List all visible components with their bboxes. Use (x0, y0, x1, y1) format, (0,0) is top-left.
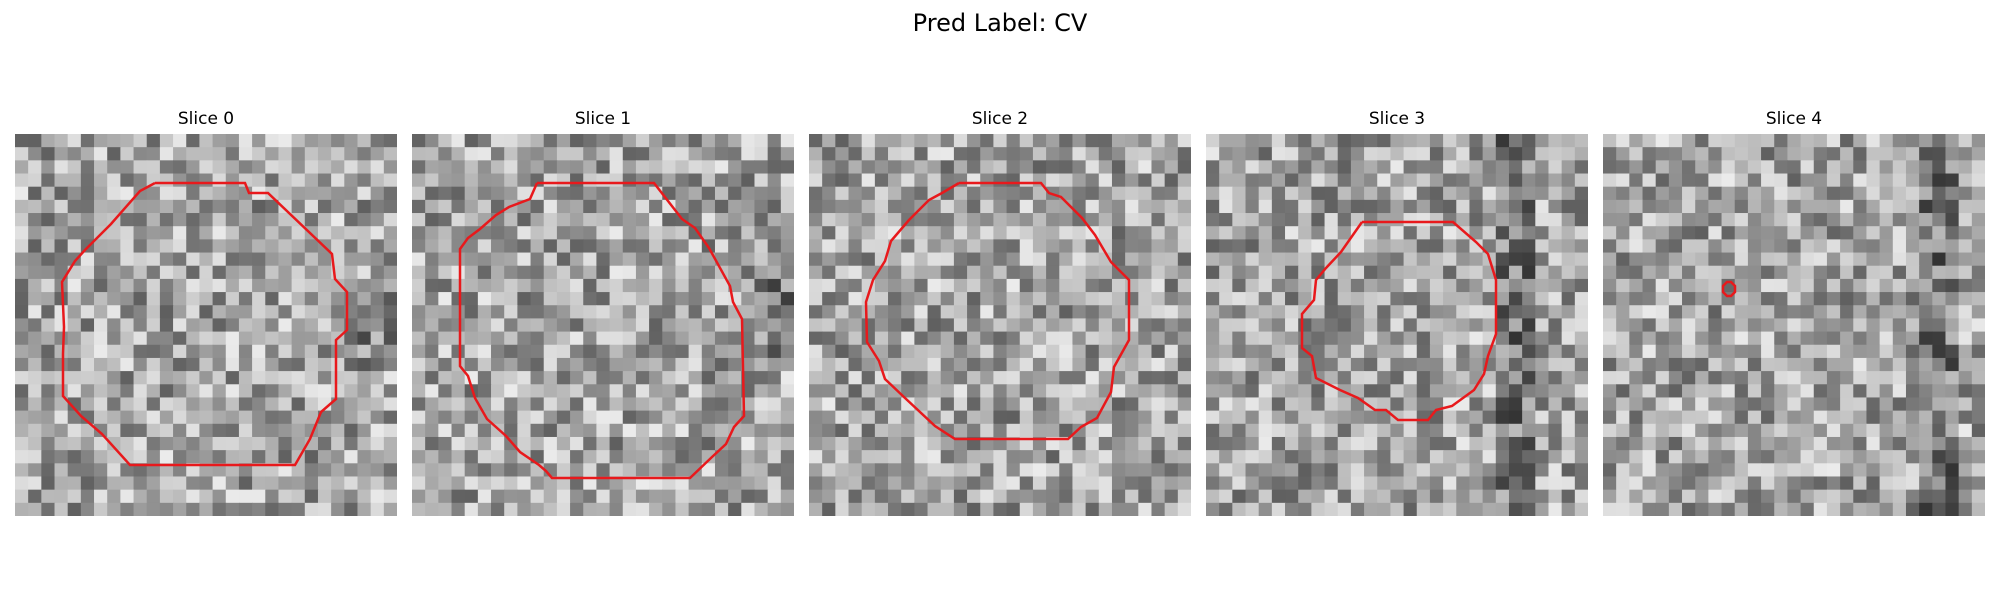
slice-image (412, 134, 794, 516)
slice-panel: Slice 1 (412, 108, 794, 516)
figure-title: Pred Label: CV (912, 9, 1088, 37)
slice-panel: Slice 2 (809, 108, 1191, 516)
segmentation-contour (1721, 280, 1737, 298)
segmentation-contour (458, 181, 746, 480)
slice-panel: Slice 0 (15, 108, 397, 516)
slice-panel: Slice 3 (1206, 108, 1588, 516)
slice-title: Slice 1 (574, 109, 632, 129)
grayscale-noise-image (1603, 134, 1985, 516)
slice-title: Slice 2 (971, 109, 1029, 129)
segmentation-contour (1300, 220, 1498, 422)
segmentation-contour (60, 181, 349, 467)
slice-image (15, 134, 397, 516)
grayscale-noise-image (1206, 134, 1588, 516)
slice-panel: Slice 4 (1603, 108, 1985, 516)
slice-image (1603, 134, 1985, 516)
grayscale-noise-image (15, 134, 397, 516)
segmentation-contour (864, 181, 1131, 441)
grayscale-noise-image (809, 134, 1191, 516)
slice-title: Slice 3 (1368, 109, 1426, 129)
slice-image (1206, 134, 1588, 516)
grayscale-noise-image (412, 134, 794, 516)
slice-image (809, 134, 1191, 516)
slice-title: Slice 0 (177, 109, 235, 129)
slice-title: Slice 4 (1765, 109, 1823, 129)
